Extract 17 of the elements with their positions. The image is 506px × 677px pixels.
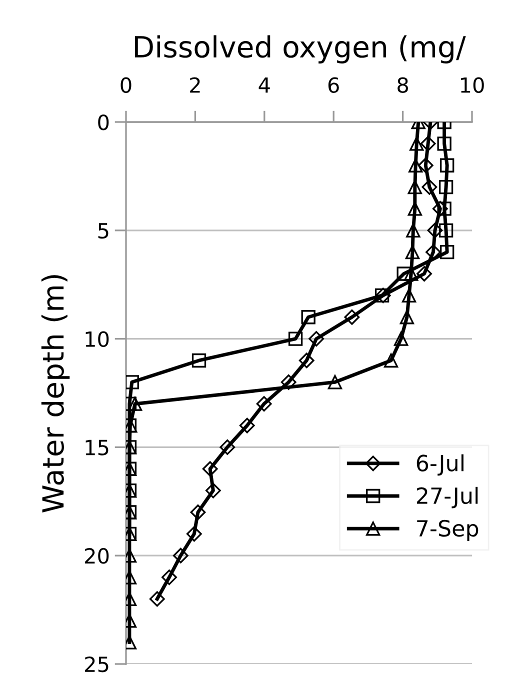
y-tick-label: 5 <box>98 223 108 239</box>
y-tick-label: 0 <box>98 114 109 130</box>
y-tick-label: 20 <box>85 548 109 564</box>
y-tick-label: 25 <box>85 656 108 672</box>
legend-label: 7-Sep <box>417 520 478 542</box>
x-tick-label: 6 <box>328 77 339 93</box>
x-axis-title: Dissolved oxygen (mg/ <box>135 35 466 64</box>
x-tick-label: 8 <box>398 77 408 93</box>
y-tick-label: 15 <box>86 440 108 456</box>
x-tick-label: 2 <box>190 77 200 93</box>
y-tick-label: 10 <box>86 331 109 348</box>
legend-label: 27-Jul <box>416 486 478 508</box>
x-tick-label: 4 <box>258 77 270 93</box>
x-tick-label: 10 <box>461 77 484 93</box>
legend-label: 6-Jul <box>416 454 464 476</box>
x-tick-label: 0 <box>120 77 132 93</box>
y-axis-title: Water depth (m) <box>41 275 70 512</box>
